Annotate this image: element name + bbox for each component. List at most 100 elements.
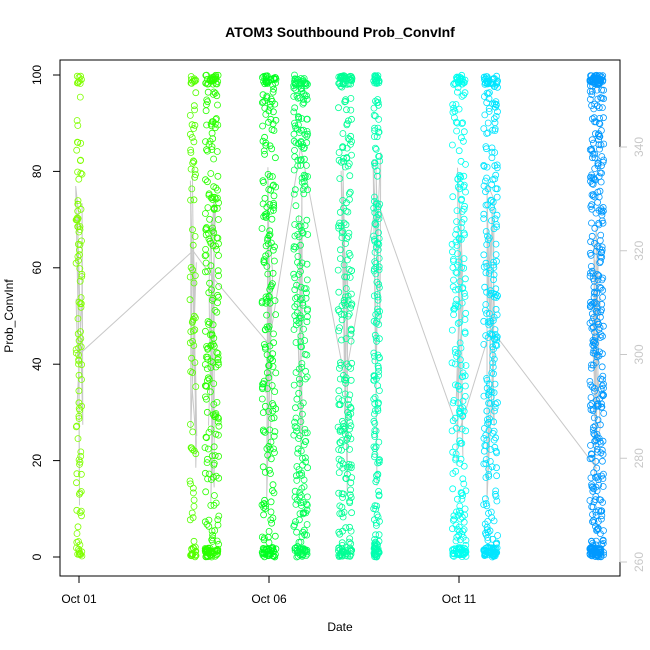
- data-point: [77, 169, 85, 177]
- data-point: [263, 445, 271, 453]
- data-point: [448, 525, 456, 533]
- data-point: [592, 496, 599, 504]
- data-point: [593, 445, 601, 453]
- data-point: [589, 426, 597, 434]
- secondary-line-cluster: [208, 197, 216, 504]
- data-point: [342, 544, 350, 551]
- data-point: [599, 537, 607, 545]
- data-point: [267, 498, 275, 506]
- data-point: [267, 550, 274, 557]
- data-point: [208, 146, 216, 154]
- data-point: [340, 509, 348, 516]
- data-point: [591, 328, 598, 336]
- data-point: [488, 203, 496, 211]
- data-point: [590, 469, 598, 477]
- data-point: [591, 165, 599, 173]
- data-point: [490, 418, 498, 426]
- data-point: [335, 455, 343, 463]
- data-point: [72, 423, 80, 431]
- data-point: [371, 209, 379, 217]
- data-point: [590, 423, 597, 431]
- data-point: [480, 210, 488, 218]
- data-point: [452, 547, 460, 555]
- data-point: [451, 79, 459, 87]
- data-point: [594, 276, 602, 284]
- data-point: [340, 80, 348, 88]
- data-point: [491, 215, 499, 223]
- data-point: [75, 257, 82, 265]
- data-point: [261, 194, 269, 202]
- data-point: [296, 488, 304, 496]
- data-point: [201, 268, 209, 276]
- data-point: [591, 387, 598, 395]
- data-point: [492, 240, 500, 248]
- data-point: [453, 242, 461, 249]
- data-point: [375, 531, 383, 539]
- data-point: [461, 231, 469, 239]
- data-point: [454, 183, 462, 191]
- data-point: [488, 197, 495, 205]
- data-point: [77, 205, 85, 213]
- data-point: [483, 407, 491, 415]
- data-point: [480, 162, 488, 170]
- data-point: [336, 502, 344, 510]
- data-point: [375, 457, 383, 465]
- data-point: [76, 541, 84, 549]
- data-point: [210, 400, 218, 408]
- data-point: [297, 283, 305, 291]
- data-point: [300, 155, 308, 163]
- data-point: [450, 515, 458, 523]
- data-point: [594, 160, 602, 168]
- data-point: [335, 469, 343, 477]
- data-point: [75, 538, 82, 545]
- data-point: [462, 160, 469, 168]
- data-point: [297, 491, 305, 499]
- data-point: [460, 215, 468, 223]
- data-point: [203, 408, 211, 416]
- data-point: [258, 395, 266, 403]
- data-point: [339, 552, 346, 560]
- x-tick-label: Oct 11: [442, 592, 477, 606]
- data-point: [301, 454, 309, 462]
- data-point: [486, 317, 494, 325]
- data-point: [487, 508, 495, 516]
- data-point: [453, 226, 461, 234]
- data-point: [485, 321, 493, 329]
- data-point: [483, 163, 491, 171]
- y2-tick-label: 280: [632, 448, 646, 468]
- data-point: [339, 143, 347, 151]
- data-point: [290, 522, 298, 530]
- y2-axis: 260 280 300 320 340: [619, 137, 646, 572]
- data-point: [454, 84, 462, 91]
- data-point: [595, 141, 603, 149]
- data-point: [265, 362, 273, 369]
- data-point: [459, 551, 467, 558]
- data-point: [490, 271, 498, 279]
- data-point: [346, 463, 353, 471]
- data-point: [456, 318, 464, 326]
- data-point: [337, 222, 345, 230]
- data-point: [78, 237, 85, 245]
- data-point: [457, 134, 465, 142]
- data-point: [298, 178, 306, 186]
- data-point: [303, 318, 311, 326]
- data-point: [78, 270, 86, 278]
- data-point: [597, 449, 605, 457]
- data-point: [375, 254, 383, 262]
- data-point: [204, 267, 212, 275]
- secondary-line-cluster: [189, 168, 198, 468]
- data-point: [296, 432, 304, 440]
- data-point: [462, 362, 470, 369]
- data-point: [192, 383, 200, 391]
- data-point: [335, 149, 343, 156]
- data-point: [480, 434, 488, 442]
- data-point: [272, 369, 280, 377]
- data-point: [205, 319, 213, 326]
- data-point: [493, 497, 501, 505]
- data-point: [213, 349, 221, 357]
- data-point: [201, 327, 209, 335]
- data-point: [202, 353, 210, 361]
- data-point: [489, 359, 497, 367]
- data-point: [459, 119, 467, 127]
- data-point: [336, 401, 344, 409]
